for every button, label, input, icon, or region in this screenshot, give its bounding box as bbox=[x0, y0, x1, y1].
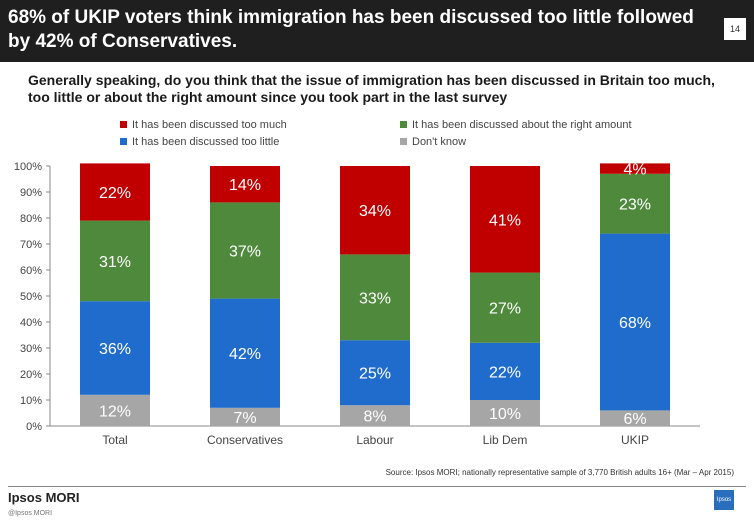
ipsos-mori-logo: Ipsos MORI bbox=[8, 490, 80, 505]
y-tick-label: 80% bbox=[20, 213, 42, 225]
data-label: 34% bbox=[359, 203, 391, 220]
y-tick-label: 70% bbox=[20, 239, 42, 251]
data-label: 23% bbox=[619, 197, 651, 214]
y-tick-label: 60% bbox=[20, 265, 42, 277]
bar-segment bbox=[80, 220, 150, 302]
data-label: 37% bbox=[229, 244, 261, 261]
y-tick-label: 20% bbox=[20, 369, 42, 381]
bar-segment bbox=[340, 254, 410, 341]
survey-question: Generally speaking, do you think that th… bbox=[28, 72, 715, 105]
data-label: 12% bbox=[99, 403, 131, 420]
ipsos-brand-icon: Ipsos bbox=[714, 490, 734, 510]
legend-label: It has been discussed too much bbox=[132, 119, 287, 131]
y-tick-label: 40% bbox=[20, 317, 42, 329]
footer-divider bbox=[8, 486, 746, 487]
y-tick-label: 30% bbox=[20, 343, 42, 355]
data-label: 31% bbox=[99, 254, 131, 271]
y-tick-label: 10% bbox=[20, 395, 42, 407]
bar-segment bbox=[340, 166, 410, 255]
bar-segment bbox=[470, 400, 540, 426]
data-label: 22% bbox=[489, 364, 521, 381]
bar-segment bbox=[80, 163, 150, 221]
data-label: 22% bbox=[99, 185, 131, 202]
header-bar: 68% of UKIP voters think immigration has… bbox=[0, 0, 754, 62]
bar-segment bbox=[470, 272, 540, 343]
data-label: 25% bbox=[359, 366, 391, 383]
data-label: 41% bbox=[489, 212, 521, 229]
legend-swatch bbox=[120, 138, 127, 145]
source-note: Source: Ipsos MORI; nationally represent… bbox=[385, 468, 734, 477]
bar-segment bbox=[210, 298, 280, 408]
bar-segment bbox=[80, 301, 150, 395]
legend-swatch bbox=[400, 138, 407, 145]
data-label: 7% bbox=[233, 410, 256, 427]
data-label: 8% bbox=[363, 409, 386, 426]
bar-segment bbox=[470, 166, 540, 273]
x-tick-label: UKIP bbox=[621, 433, 649, 447]
bar-segment bbox=[210, 166, 280, 203]
bar-segment bbox=[600, 163, 670, 174]
data-label: 6% bbox=[623, 411, 646, 428]
data-label: 42% bbox=[229, 346, 261, 363]
legend-label: It has been discussed too little bbox=[132, 136, 279, 148]
data-label: 10% bbox=[489, 406, 521, 423]
data-label: 14% bbox=[229, 177, 261, 194]
y-tick-label: 50% bbox=[20, 291, 42, 303]
legend-label: It has been discussed about the right am… bbox=[412, 119, 632, 131]
bar-segment bbox=[210, 407, 280, 426]
bar-segment bbox=[600, 410, 670, 426]
data-label: 27% bbox=[489, 301, 521, 318]
slide-number: 14 bbox=[724, 18, 746, 40]
bar-segment bbox=[210, 202, 280, 299]
y-tick-label: 90% bbox=[20, 187, 42, 199]
legend-swatch bbox=[400, 121, 407, 128]
legend-swatch bbox=[120, 121, 127, 128]
y-tick-label: 100% bbox=[14, 161, 42, 173]
bar-segment bbox=[80, 394, 150, 426]
data-label: 33% bbox=[359, 290, 391, 307]
y-tick-label: 0% bbox=[26, 421, 42, 433]
bar-segment bbox=[600, 173, 670, 234]
x-tick-label: Lib Dem bbox=[483, 433, 528, 447]
data-label: 36% bbox=[99, 341, 131, 358]
x-tick-label: Total bbox=[102, 433, 127, 447]
copyright-text: @Ipsos MORI bbox=[8, 510, 53, 517]
x-tick-label: Conservatives bbox=[207, 433, 283, 447]
x-tick-label: Labour bbox=[356, 433, 393, 447]
data-label: 4% bbox=[623, 162, 646, 179]
bar-segment bbox=[340, 405, 410, 426]
data-label: 68% bbox=[619, 315, 651, 332]
legend-label: Don't know bbox=[412, 136, 466, 148]
bar-segment bbox=[470, 342, 540, 400]
page-title: 68% of UKIP voters think immigration has… bbox=[8, 7, 694, 52]
bar-segment bbox=[600, 233, 670, 411]
bar-segment bbox=[340, 340, 410, 406]
stacked-bar-chart: It has been discussed too much It has bee… bbox=[14, 119, 700, 447]
